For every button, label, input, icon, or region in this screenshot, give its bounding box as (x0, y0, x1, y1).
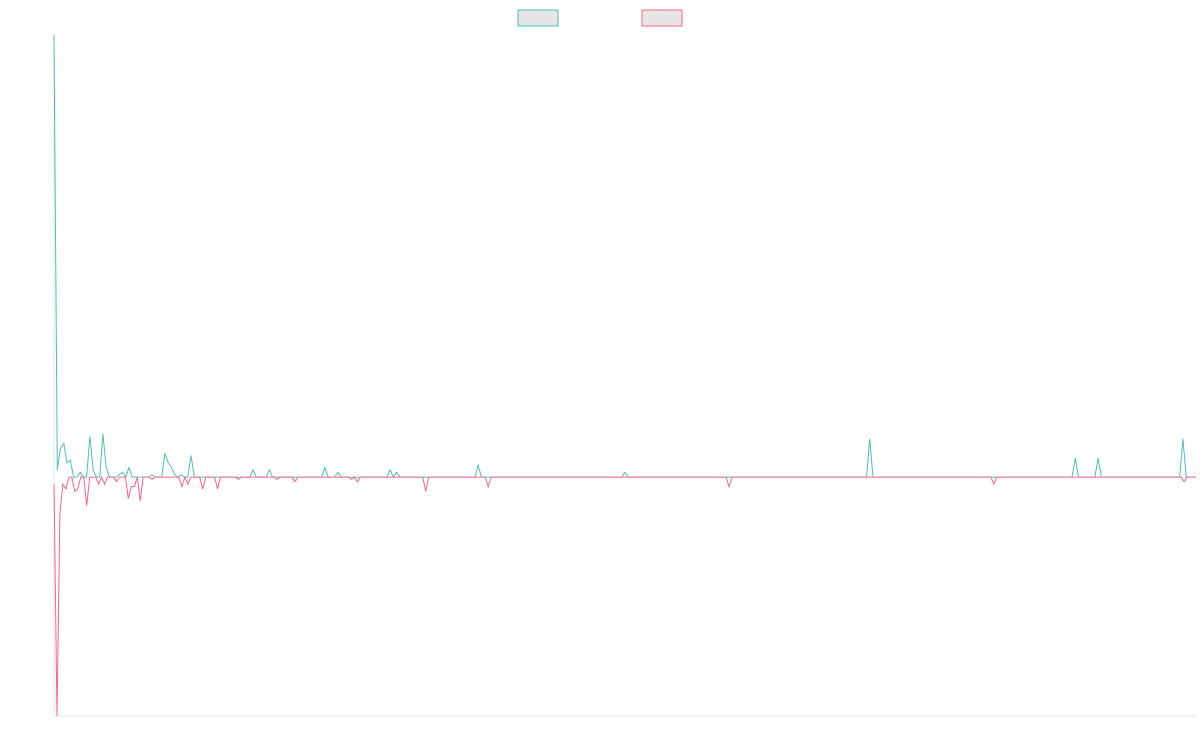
series-layer (53, 34, 1196, 717)
chart-legend[interactable] (517, 9, 683, 27)
series-line-1 (53, 34, 1196, 479)
legend-swatch-series-1[interactable] (517, 9, 559, 27)
series-line-2 (53, 475, 1196, 717)
legend-swatch-series-2[interactable] (641, 9, 683, 27)
chart-axes (53, 35, 1196, 717)
